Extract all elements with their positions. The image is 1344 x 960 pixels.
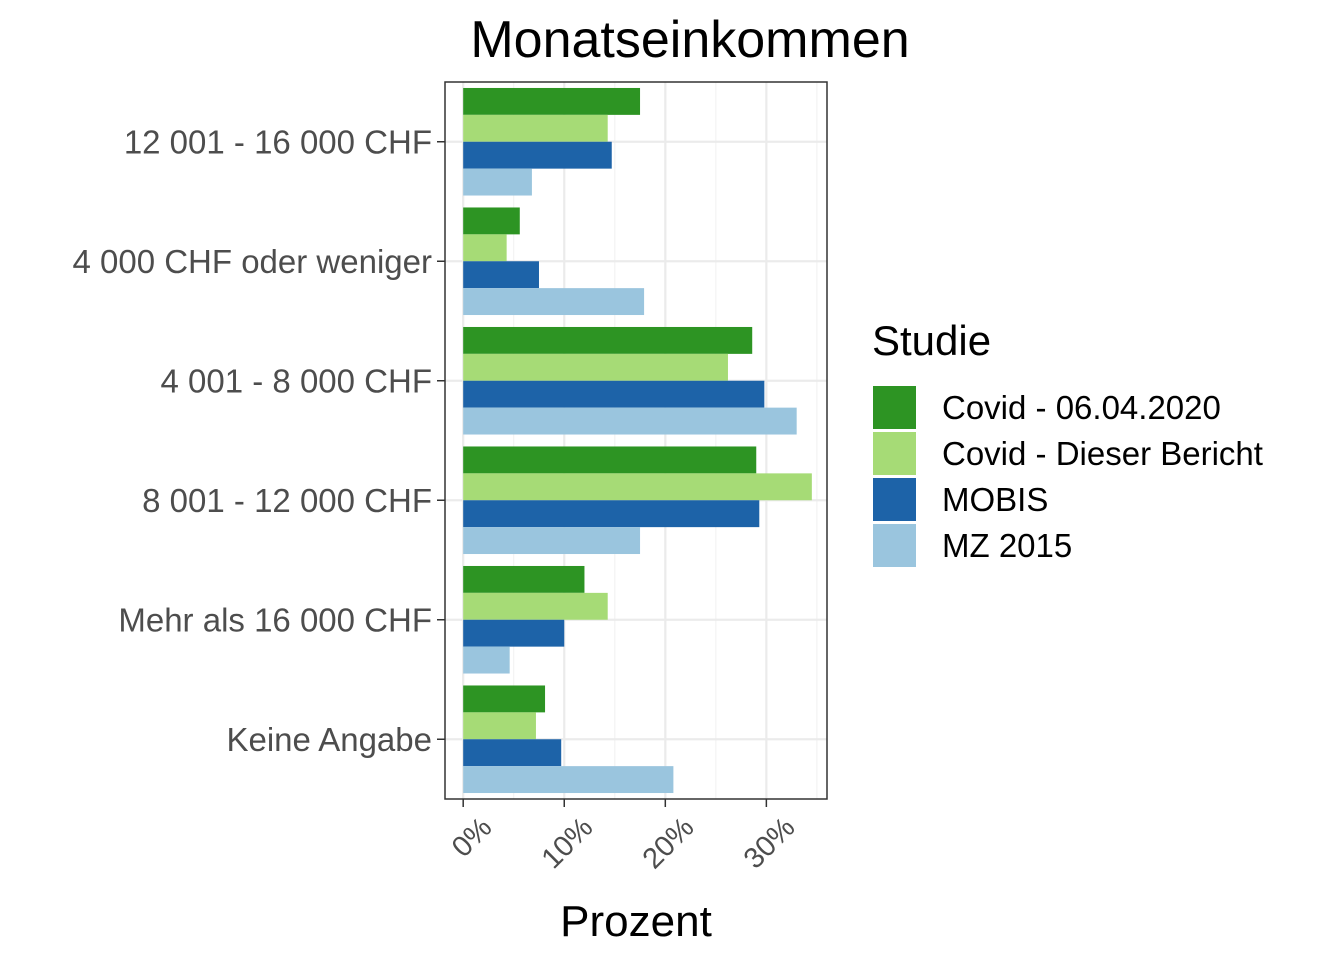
x-tick-label: 30%: [738, 811, 802, 875]
bar: [463, 685, 546, 713]
bar: [463, 500, 760, 528]
bars: [463, 87, 812, 794]
legend-key: [873, 386, 916, 429]
legend-label: Covid - 06.04.2020: [942, 389, 1221, 426]
bar: [463, 646, 510, 674]
legend-label: MZ 2015: [942, 527, 1072, 564]
x-axis-title: Prozent: [560, 897, 712, 946]
bar: [463, 473, 812, 501]
bar: [463, 326, 753, 354]
y-tick-label: 12 001 - 16 000 CHF: [124, 123, 432, 160]
legend-key: [873, 432, 916, 475]
legend: Studie Covid - 06.04.2020 Covid - Dieser …: [872, 317, 1263, 567]
bar: [463, 168, 532, 196]
legend-label: MOBIS: [942, 481, 1048, 518]
x-tick-label: 10%: [536, 811, 600, 875]
legend-label: Covid - Dieser Bericht: [942, 435, 1263, 472]
bar: [463, 712, 536, 740]
bar: [463, 739, 562, 767]
y-tick-label: Keine Angabe: [226, 721, 432, 758]
x-tick-label: 0%: [446, 811, 498, 863]
bar: [463, 407, 797, 435]
bar: [463, 766, 674, 794]
bar: [463, 380, 765, 408]
legend-key: [873, 478, 916, 521]
y-tick-label: 4 000 CHF oder weniger: [72, 243, 432, 280]
bar: [463, 592, 608, 620]
chart-title: Monatseinkommen: [470, 11, 909, 69]
y-tick-label: 4 001 - 8 000 CHF: [161, 362, 432, 399]
bar: [463, 87, 641, 115]
bar: [463, 114, 608, 142]
x-axis: 0% 10% 20% 30%: [446, 799, 801, 875]
legend-title: Studie: [872, 317, 991, 364]
bar: [463, 527, 641, 555]
bar: [463, 141, 612, 169]
bar: [463, 446, 757, 474]
bar: [463, 353, 728, 381]
plot-panel-border: [444, 81, 828, 800]
y-axis: 12 001 - 16 000 CHF 4 000 CHF oder wenige…: [72, 123, 445, 758]
x-tick-label: 20%: [637, 811, 701, 875]
bar: [463, 565, 585, 593]
bar: [463, 207, 520, 235]
y-tick-label: 8 001 - 12 000 CHF: [142, 482, 432, 519]
bar: [463, 261, 539, 289]
bar: [463, 619, 565, 647]
y-tick-label: Mehr als 16 000 CHF: [118, 601, 432, 638]
bar: [463, 234, 507, 262]
legend-key: [873, 524, 916, 567]
bar: [463, 288, 645, 316]
